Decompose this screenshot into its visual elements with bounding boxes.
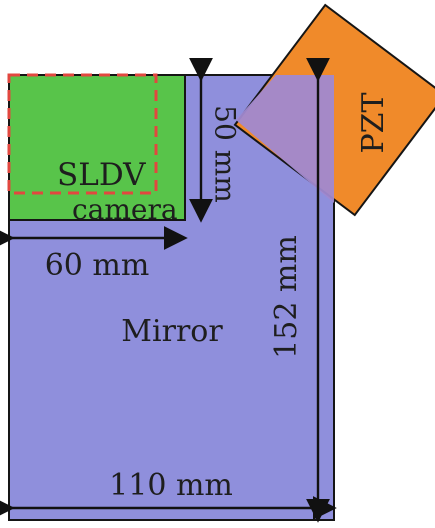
mirror-height-label: 152 mm (269, 235, 304, 359)
mirror-label: Mirror (121, 314, 223, 349)
camera-height-label: 50 mm (209, 105, 242, 203)
sldv-label: SLDV (57, 157, 146, 193)
camera-label: camera (72, 193, 178, 226)
camera-width-label: 60 mm (45, 248, 150, 283)
mirror-width-label: 110 mm (109, 468, 233, 503)
sldv-measurement-area (7, 73, 158, 195)
pzt-label: PZT (356, 92, 391, 153)
